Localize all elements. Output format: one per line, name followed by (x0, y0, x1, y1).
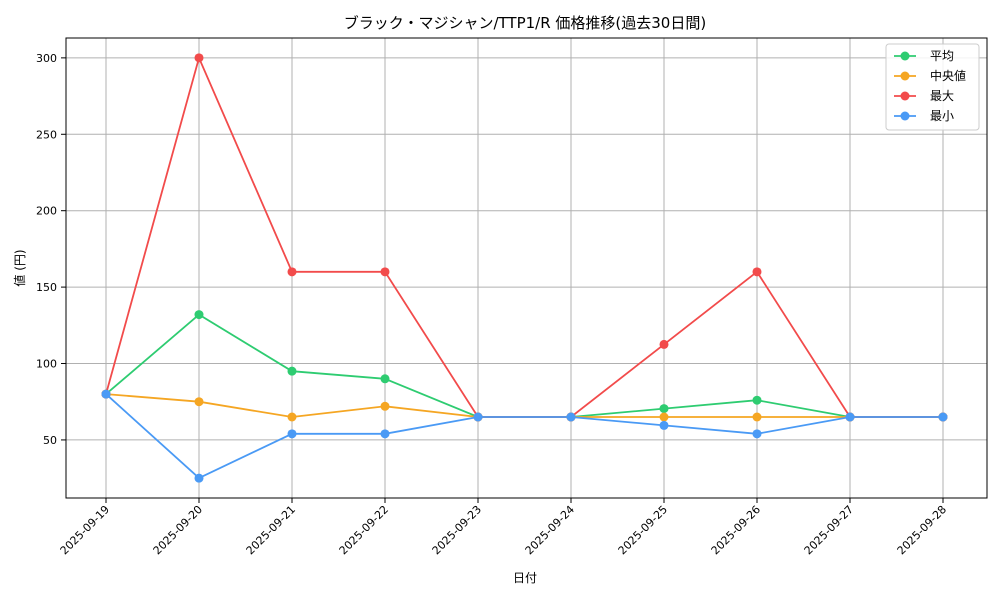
legend-marker (900, 111, 910, 121)
data-point (752, 412, 762, 422)
y-tick-label: 250 (36, 128, 57, 141)
chart-title: ブラック・マジシャン/TTP1/R 価格推移(過去30日間) (344, 14, 706, 32)
data-point (752, 429, 762, 439)
data-point (380, 429, 390, 439)
data-point (752, 267, 762, 277)
data-point (659, 412, 669, 422)
legend-marker (900, 91, 910, 101)
x-tick-label: 2025-09-22 (337, 503, 391, 557)
y-tick-label: 200 (36, 205, 57, 218)
data-point (659, 339, 669, 349)
y-axis-label: 値 (円) (12, 249, 27, 286)
legend-item: 平均 (894, 49, 954, 63)
y-tick-label: 300 (36, 52, 57, 65)
series-line (105, 393, 943, 418)
x-axis-label: 日付 (513, 571, 537, 585)
y-tick-label: 150 (36, 281, 57, 294)
y-tick-label: 50 (43, 434, 57, 447)
data-point (659, 420, 669, 430)
series-最大 (101, 53, 948, 422)
y-tick-label: 100 (36, 358, 57, 371)
series-lines (101, 53, 948, 483)
data-point (566, 412, 576, 422)
data-point (380, 374, 390, 384)
data-point (194, 53, 204, 63)
data-point (194, 473, 204, 483)
legend-item: 最小 (894, 109, 954, 123)
x-tick-label: 2025-09-24 (523, 503, 577, 557)
legend-label: 最大 (930, 89, 954, 103)
legend-label: 平均 (930, 49, 954, 63)
x-tick-label: 2025-09-21 (244, 503, 298, 557)
legend-label: 中央値 (930, 68, 966, 83)
data-point (380, 401, 390, 411)
x-tick-label: 2025-09-20 (151, 503, 205, 557)
legend-item: 最大 (894, 89, 954, 103)
plot-area-frame (65, 37, 988, 499)
legend-marker (900, 51, 910, 61)
data-point (380, 267, 390, 277)
legend-label: 最小 (930, 109, 954, 123)
legend-box (885, 43, 980, 131)
data-point (194, 310, 204, 320)
data-point (752, 395, 762, 405)
data-point (287, 267, 297, 277)
x-tick-label: 2025-09-23 (430, 503, 484, 557)
x-tick-label: 2025-09-25 (616, 503, 670, 557)
data-point (938, 412, 948, 422)
y-axis-ticks: 50 100 150 200 250 300 (36, 52, 66, 447)
legend-marker (900, 71, 910, 81)
data-point (101, 389, 111, 399)
legend-item: 中央値 (894, 68, 966, 83)
data-point (194, 397, 204, 407)
series-最小 (101, 389, 948, 483)
data-point (287, 366, 297, 376)
data-point (845, 412, 855, 422)
x-axis-ticks: 2025-09-19 2025-09-20 2025-09-21 2025-09-22… (58, 498, 949, 557)
series-平均 (101, 310, 948, 422)
data-point (659, 404, 669, 414)
x-tick-label: 2025-09-26 (709, 503, 763, 557)
x-tick-label: 2025-09-27 (802, 503, 856, 557)
grid (66, 38, 987, 498)
x-tick-label: 2025-09-19 (58, 503, 112, 557)
data-point (473, 412, 483, 422)
series-line (105, 393, 943, 480)
data-point (287, 412, 297, 422)
x-tick-label: 2025-09-28 (895, 503, 949, 557)
data-point (287, 429, 297, 439)
